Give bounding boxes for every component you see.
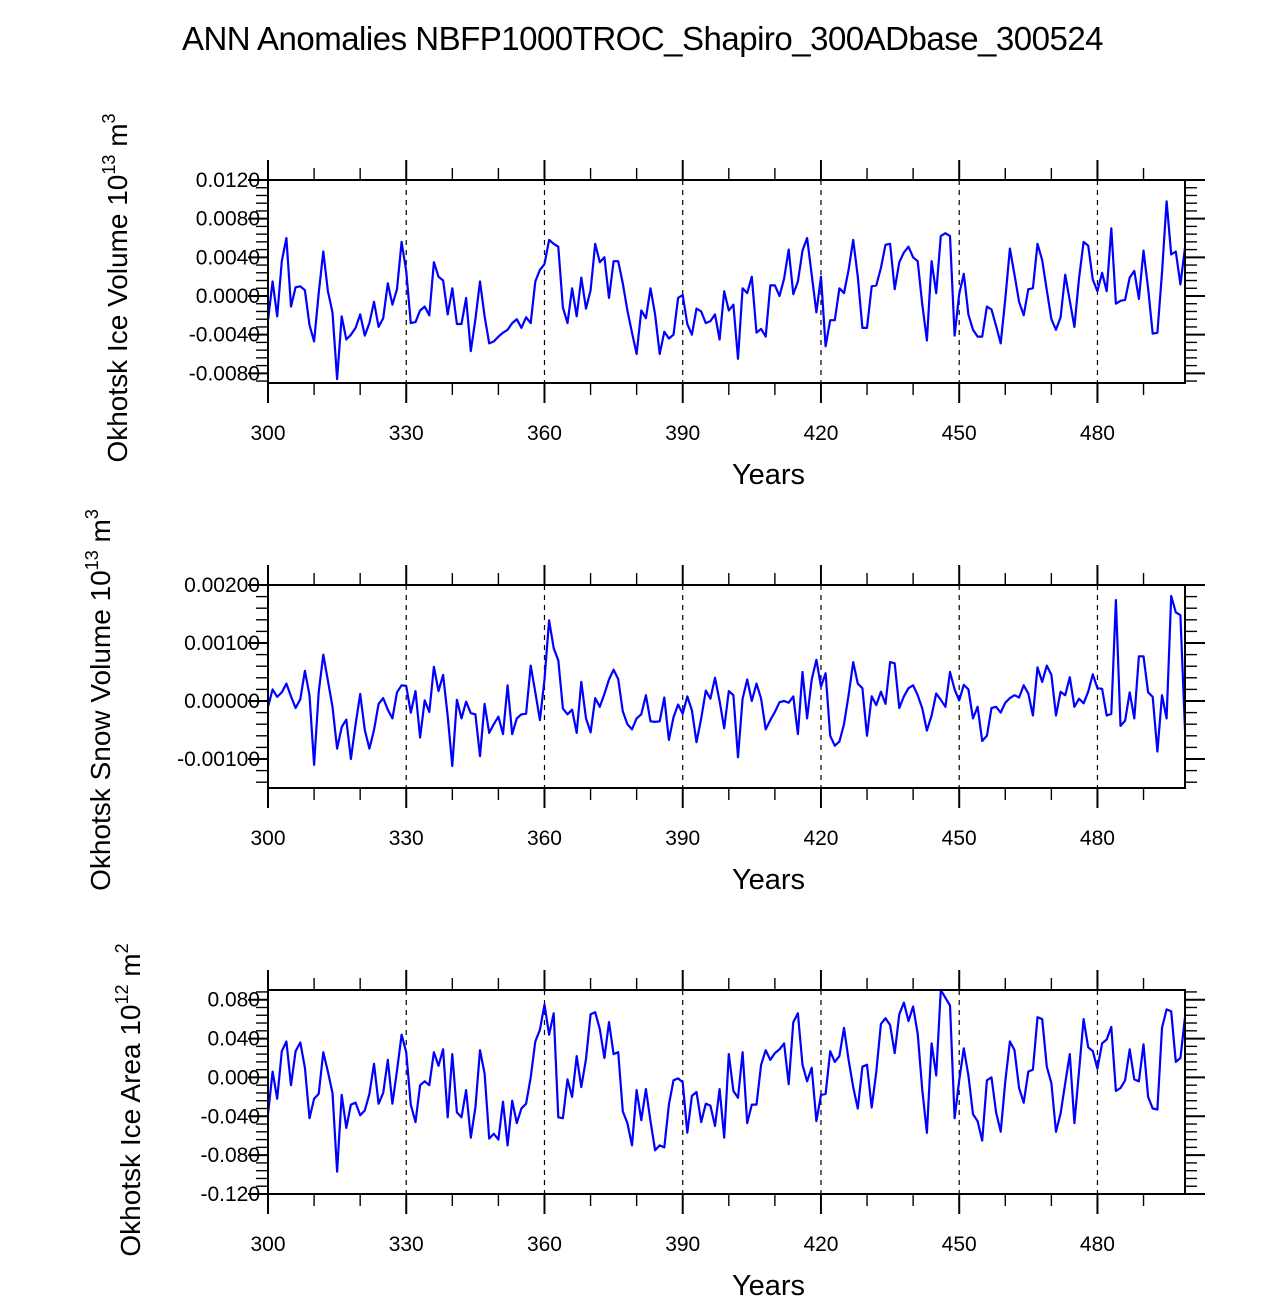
x-tick-label: 480 (1080, 827, 1115, 850)
y-axis-title-unit: m (115, 953, 146, 984)
y-tick-label: 0.040 (207, 1028, 260, 1051)
y-tick-label: 0.00000 (184, 690, 260, 713)
x-tick-label: 300 (250, 422, 285, 445)
figure-title: ANN Anomalies NBFP1000TROC_Shapiro_300AD… (181, 20, 1104, 57)
y-axis-title-unit-exponent: 2 (112, 943, 132, 953)
y-tick-label: -0.080 (200, 1144, 260, 1167)
data-series-line (266, 200, 1187, 381)
x-tick-label: 450 (942, 827, 977, 850)
y-tick-label: -0.040 (200, 1105, 260, 1128)
x-tick-label: 330 (389, 827, 424, 850)
x-axis-title: Years (732, 864, 805, 896)
x-tick-label: 450 (942, 422, 977, 445)
y-tick-label: -0.0080 (189, 362, 260, 385)
y-tick-label: -0.0040 (189, 324, 260, 347)
x-tick-label: 360 (527, 422, 562, 445)
x-tick-label: 300 (250, 1233, 285, 1256)
plot-frame (267, 989, 1186, 1195)
y-tick-label: 0.0000 (196, 285, 260, 308)
x-tick-label: 390 (665, 827, 700, 850)
y-axis-title-unit-exponent: 3 (99, 113, 119, 123)
x-tick-label: 330 (389, 422, 424, 445)
y-axis-title: Okhotsk Ice Volume 1013 m3 (99, 113, 133, 462)
x-tick-label: 300 (250, 827, 285, 850)
y-axis-title-exponent: 13 (99, 155, 119, 175)
y-axis-title-text: Okhotsk Ice Volume 10 (102, 175, 133, 463)
x-tick-label: 480 (1080, 422, 1115, 445)
y-axis-title-unit: m (85, 519, 116, 550)
y-tick-label: 0.0040 (196, 246, 260, 269)
y-axis-title: Okhotsk Ice Area 1012 m2 (112, 943, 146, 1256)
y-tick-label: 0.000 (207, 1066, 260, 1089)
x-tick-label: 390 (665, 1233, 700, 1256)
y-axis-title-text: Okhotsk Snow Volume 10 (85, 570, 116, 891)
y-axis-title-exponent: 13 (82, 550, 102, 570)
x-tick-label: 390 (665, 422, 700, 445)
x-tick-label: 360 (527, 1233, 562, 1256)
y-tick-label: 0.0080 (196, 208, 260, 231)
panel-ice-area: 300 330 360 390 420 450 480 Years -0.120 -0.080 -0… (112, 943, 1205, 1302)
y-axis-title-unit: m (102, 123, 133, 154)
y-axis-title-exponent: 12 (112, 984, 132, 1004)
x-tick-label: 360 (527, 827, 562, 850)
x-tick-label: 450 (942, 1233, 977, 1256)
y-axis-title: Okhotsk Snow Volume 1013 m3 (82, 509, 116, 891)
plot-frame (267, 584, 1186, 789)
data-series-line (266, 988, 1187, 1173)
x-axis-title: Years (732, 1270, 805, 1302)
y-axis-title-unit-exponent: 3 (82, 509, 102, 519)
x-tick-label: 420 (803, 422, 838, 445)
y-tick-label: -0.00100 (177, 748, 260, 771)
x-tick-label: 480 (1080, 1233, 1115, 1256)
y-tick-label: 0.080 (207, 989, 260, 1012)
panel-ice-volume: 300 330 360 390 420 450 480 Years -0.0080 -0.0040… (99, 113, 1205, 491)
data-series-line (266, 594, 1187, 768)
y-tick-label: 0.00200 (184, 574, 260, 597)
plot-frame (267, 179, 1186, 384)
panel-snow-volume: 300 330 360 390 420 450 480 Years -0.00100 0.0000… (82, 509, 1205, 896)
y-tick-label: -0.120 (200, 1183, 260, 1206)
y-axis-title-text: Okhotsk Ice Area 10 (115, 1005, 146, 1257)
y-tick-label: 0.0120 (196, 169, 260, 192)
x-tick-label: 330 (389, 1233, 424, 1256)
x-tick-label: 420 (803, 827, 838, 850)
y-tick-label: 0.00100 (184, 632, 260, 655)
x-axis-title: Years (732, 459, 805, 491)
x-tick-label: 420 (803, 1233, 838, 1256)
